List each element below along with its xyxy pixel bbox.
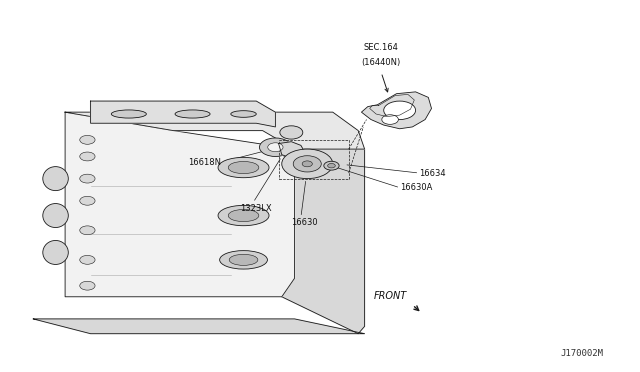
Ellipse shape (228, 161, 259, 174)
Circle shape (384, 101, 415, 119)
Circle shape (80, 281, 95, 290)
Polygon shape (278, 142, 304, 158)
Circle shape (280, 126, 303, 139)
Circle shape (80, 256, 95, 264)
Polygon shape (65, 112, 365, 149)
Ellipse shape (43, 240, 68, 264)
Ellipse shape (229, 254, 258, 265)
Circle shape (280, 144, 303, 158)
Circle shape (80, 135, 95, 144)
Circle shape (293, 156, 321, 172)
Circle shape (302, 161, 312, 167)
Text: 1323LX: 1323LX (241, 203, 272, 213)
Text: 16618N: 16618N (188, 157, 221, 167)
Polygon shape (362, 92, 431, 129)
Text: 16630A: 16630A (399, 183, 432, 192)
Ellipse shape (218, 205, 269, 226)
Ellipse shape (43, 203, 68, 228)
Polygon shape (33, 319, 365, 334)
Text: 16630: 16630 (291, 218, 318, 227)
Text: 16634: 16634 (419, 169, 445, 177)
Text: SEC.164: SEC.164 (363, 43, 398, 52)
Circle shape (259, 138, 291, 157)
Circle shape (80, 152, 95, 161)
Circle shape (80, 196, 95, 205)
Ellipse shape (228, 209, 259, 222)
Ellipse shape (220, 251, 268, 269)
Ellipse shape (231, 111, 256, 117)
Ellipse shape (43, 167, 68, 190)
Polygon shape (91, 101, 275, 127)
Circle shape (324, 161, 339, 170)
Text: J170002M: J170002M (561, 350, 604, 359)
Polygon shape (282, 149, 365, 334)
Polygon shape (65, 112, 294, 297)
Circle shape (382, 115, 398, 124)
Circle shape (80, 174, 95, 183)
Ellipse shape (218, 157, 269, 178)
Circle shape (268, 143, 283, 152)
Circle shape (80, 226, 95, 235)
Circle shape (328, 163, 335, 168)
Circle shape (282, 149, 333, 179)
Text: (16440N): (16440N) (361, 58, 400, 67)
Text: FRONT: FRONT (374, 291, 408, 301)
Ellipse shape (111, 110, 147, 118)
Ellipse shape (175, 110, 210, 118)
